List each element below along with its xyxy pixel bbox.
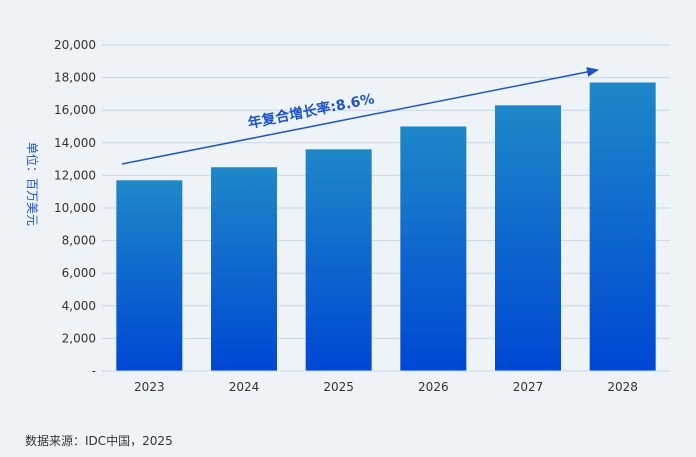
x-tick-label: 2024 <box>229 380 260 394</box>
growth-trend-arrow <box>121 67 599 165</box>
y-axis-tick-labels: - 2,000 4,000 6,000 8,000 10,000 12,000 14,000 1… <box>54 38 96 378</box>
y-tick-label: 20,000 <box>54 38 96 52</box>
source-note: 数据来源：IDC中国，2025 <box>25 434 173 448</box>
x-tick-label: 2025 <box>323 380 354 394</box>
cagr-annotation: 年复合增长率:8.6% <box>246 90 375 132</box>
x-tick-label: 2027 <box>513 380 544 394</box>
y-axis-label: 单位：百万美元 <box>25 142 40 226</box>
y-tick-label: 10,000 <box>54 201 96 215</box>
y-tick-label: 18,000 <box>54 71 96 85</box>
bar-2023 <box>116 180 183 371</box>
y-tick-label: 12,000 <box>54 168 96 182</box>
y-tick-label: - <box>92 364 96 378</box>
x-tick-label: 2023 <box>134 380 165 394</box>
y-tick-label: 8,000 <box>62 234 96 248</box>
y-tick-label: 14,000 <box>54 136 96 150</box>
bar-2028 <box>589 82 656 372</box>
bar-2025 <box>305 149 372 371</box>
y-tick-label: 4,000 <box>62 299 96 313</box>
bar-2024 <box>211 167 277 371</box>
y-tick-label: 16,000 <box>54 103 96 117</box>
x-tick-label: 2026 <box>418 380 449 394</box>
gridlines <box>102 44 670 339</box>
y-tick-label: 6,000 <box>62 266 96 280</box>
x-tick-label: 2028 <box>607 380 638 394</box>
bar-2027 <box>495 105 561 371</box>
bar-2026 <box>400 126 467 371</box>
bars <box>116 82 656 372</box>
x-axis-tick-labels: 2023 2024 2025 2026 2027 2028 <box>134 380 638 394</box>
y-tick-label: 2,000 <box>62 331 96 345</box>
